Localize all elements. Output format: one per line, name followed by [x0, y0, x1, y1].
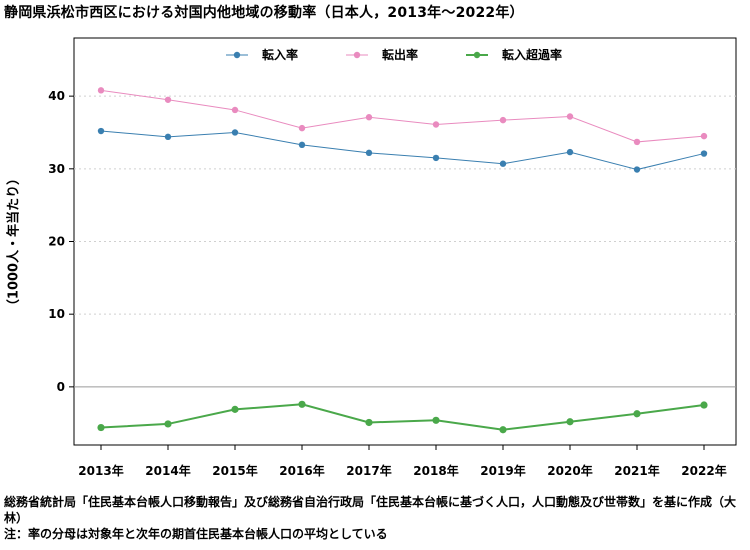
data-point: [97, 87, 105, 94]
series-2: [97, 87, 708, 146]
chart-title: 静岡県浜松市西区における対国内他地域の移動率（日本人，2013年～2022年）: [4, 5, 524, 21]
data-point: [499, 160, 507, 167]
source-notes: 総務省統計局「住民基本台帳人口移動報告」及び総務省自治行政局「住民基本台帳に基づ…: [4, 494, 744, 542]
legend-item: 転入超過率: [466, 47, 562, 62]
series-line: [100, 89, 705, 143]
x-tick-label: 2015年: [212, 463, 257, 478]
data-point: [633, 166, 641, 173]
data-point: [164, 420, 172, 428]
data-point: [432, 154, 440, 162]
y-tick-label: 0: [57, 380, 65, 394]
data-point: [97, 127, 105, 135]
data-point: [566, 418, 574, 426]
series-line: [100, 403, 705, 431]
data-point: [633, 410, 641, 418]
legend-label: 転入超過率: [502, 47, 562, 62]
data-point: [700, 132, 708, 140]
legend-swatch-marker: [473, 51, 481, 59]
data-point: [164, 133, 172, 141]
data-point: [298, 400, 306, 408]
series-line: [100, 130, 705, 171]
data-point: [231, 405, 239, 413]
source-note: 総務省統計局「住民基本台帳人口移動報告」及び総務省自治行政局「住民基本台帳に基づ…: [4, 495, 737, 525]
data-point: [499, 116, 507, 124]
data-point: [432, 121, 440, 128]
x-tick-label: 2014年: [145, 463, 190, 478]
legend-swatch-marker: [233, 51, 241, 59]
data-point: [566, 113, 574, 120]
x-tick-label: 2018年: [413, 463, 458, 478]
axes: 0 10 20 30 40 2013年 2014年 2015年 2016年 2017年 2018年 2…: [48, 89, 726, 478]
legend-item: 転出率: [346, 47, 418, 62]
data-point: [231, 129, 239, 136]
series-3: [97, 400, 708, 434]
data-point: [97, 423, 105, 432]
data-point: [365, 114, 373, 121]
data-point: [700, 150, 708, 157]
y-tick-label: 20: [48, 235, 65, 249]
y-tick-label: 30: [48, 162, 65, 176]
data-point: [365, 149, 373, 157]
x-tick-label: 2022年: [681, 463, 726, 478]
y-tick-label: 40: [48, 89, 65, 103]
data-point: [499, 426, 507, 434]
legend-label: 転出率: [382, 47, 418, 62]
series-lines: [97, 87, 708, 434]
data-point: [566, 148, 574, 156]
x-tick-label: 2020年: [547, 463, 592, 478]
data-point: [231, 106, 239, 114]
data-point: [633, 138, 641, 146]
data-point: [298, 124, 306, 132]
footnote: 注：率の分母は対象年と次年の期首住民基本台帳人口の平均としている: [4, 527, 388, 541]
data-point: [432, 416, 440, 424]
x-tick-label: 2013年: [78, 463, 123, 478]
y-tick-label: 10: [48, 307, 65, 321]
legend-swatch-marker: [353, 51, 361, 59]
data-point: [365, 418, 373, 427]
x-tick-label: 2016年: [279, 463, 324, 478]
x-tick-label: 2021年: [614, 463, 659, 478]
series-1: [97, 127, 708, 173]
legend-label: 転入率: [262, 47, 298, 62]
legend: 転入率 転出率 転入超過率: [226, 47, 562, 62]
data-point: [164, 96, 172, 103]
x-tick-label: 2019年: [480, 463, 525, 478]
grid-lines: [74, 95, 736, 388]
x-tick-label: 2017年: [346, 463, 391, 478]
data-point: [700, 401, 708, 409]
data-point: [298, 141, 306, 149]
legend-item: 転入率: [226, 47, 298, 62]
